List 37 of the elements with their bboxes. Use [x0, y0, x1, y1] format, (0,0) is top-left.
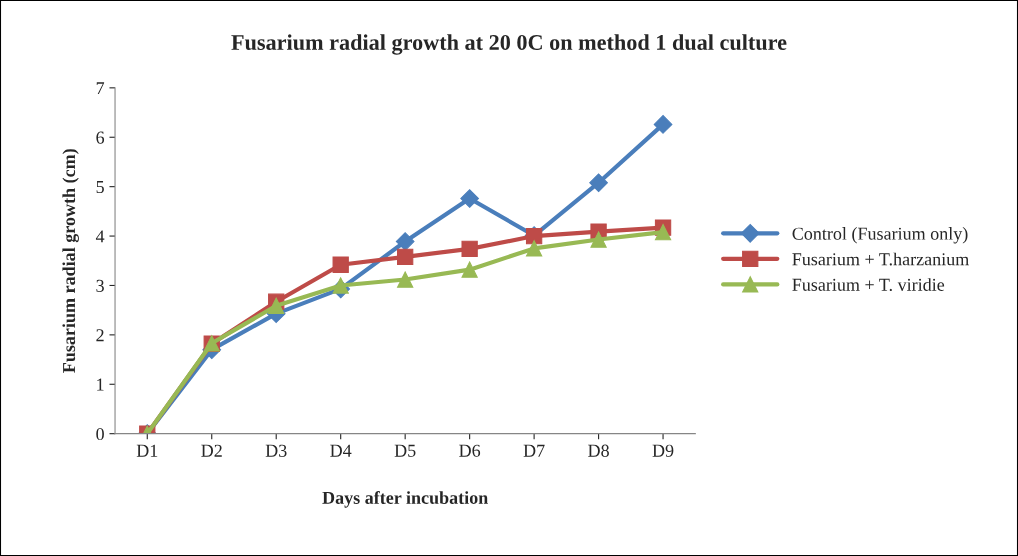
point: [268, 297, 285, 314]
point: [395, 232, 415, 251]
y-tick-label: 0: [96, 427, 104, 441]
legend-label: Fusarium + T.harzanium: [792, 252, 969, 266]
x-tick-label: D5: [394, 444, 416, 457]
point: [653, 115, 673, 134]
point: [654, 223, 672, 241]
point: [332, 256, 349, 273]
point: [397, 248, 414, 265]
x-axis-title: Days after incubation: [322, 491, 488, 508]
y-tick-label: 3: [96, 279, 104, 292]
chart-title: Fusarium radial growth at 20 0C on method 1 dual culture: [231, 34, 787, 55]
x-tick-label: D4: [330, 444, 352, 457]
x-tick-label: D2: [201, 444, 222, 457]
point: [397, 271, 414, 288]
legend-label: Control (Fusarium only): [792, 227, 968, 244]
x-tick-label: D7: [523, 444, 545, 457]
point: [589, 173, 608, 193]
legend-label: Fusarium + T. viridie: [792, 278, 945, 291]
x-tick-label: D6: [459, 444, 481, 457]
y-tick-label: 5: [96, 181, 104, 194]
y-tick-label: 4: [95, 230, 105, 243]
x-tick-label: D3: [265, 444, 287, 457]
y-tick-label: 7: [96, 82, 105, 95]
point: [461, 240, 478, 258]
point: [525, 240, 543, 257]
point: [590, 231, 607, 248]
y-tick-label: 2: [96, 329, 104, 342]
point: [461, 261, 478, 278]
point: [332, 277, 349, 294]
y-tick-label: 6: [96, 131, 105, 144]
y-tick-label: 1: [97, 378, 104, 391]
x-tick-label: D8: [588, 444, 609, 457]
point: [460, 189, 479, 208]
x-tick-label: D1: [136, 444, 158, 457]
x-tick-label: D9: [652, 444, 674, 457]
y-axis-title: Fusarium radial growth (cm): [62, 149, 79, 373]
